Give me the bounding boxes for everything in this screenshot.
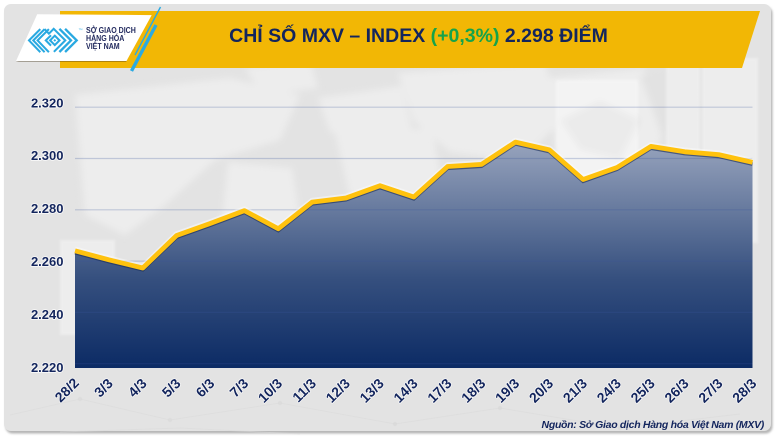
svg-text:2.320: 2.320 <box>31 95 64 110</box>
svg-text:2.300: 2.300 <box>31 148 64 163</box>
svg-text:2.280: 2.280 <box>31 201 64 216</box>
svg-text:™: ™ <box>78 28 83 33</box>
svg-text:2.240: 2.240 <box>31 307 64 322</box>
svg-text:2.220: 2.220 <box>31 360 64 375</box>
svg-text:2.260: 2.260 <box>31 254 64 269</box>
